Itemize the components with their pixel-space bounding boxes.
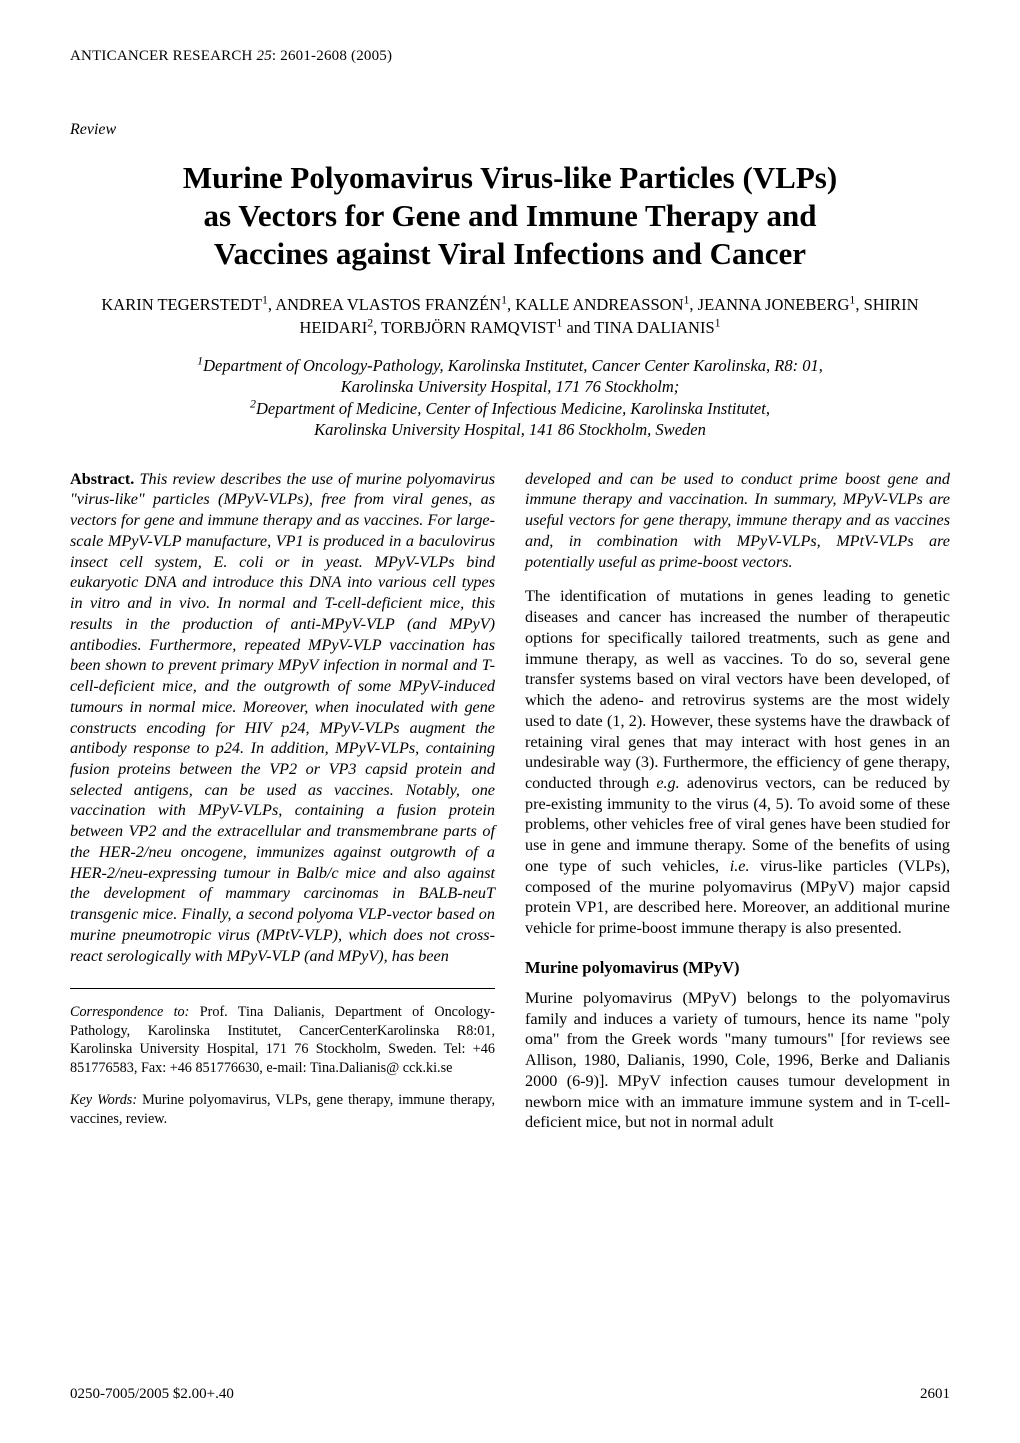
title-line-3: Vaccines against Viral Infections and Ca… xyxy=(214,236,806,271)
page: ANTICANCER RESEARCH 25: 2601-2608 (2005)… xyxy=(0,0,1020,1443)
abstract-label: Abstract. xyxy=(70,470,134,488)
footer-right: 2601 xyxy=(920,1386,950,1403)
journal-volume: 25 xyxy=(257,48,272,64)
article-title: Murine Polyomavirus Virus-like Particles… xyxy=(80,159,940,272)
journal-citation: ANTICANCER RESEARCH 25: 2601-2608 (2005) xyxy=(70,48,950,65)
keywords: Key Words: Murine polyomavirus, VLPs, ge… xyxy=(70,1091,495,1128)
right-column: developed and can be used to conduct pri… xyxy=(525,469,950,1133)
left-column: Abstract. This review describes the use … xyxy=(70,469,495,1133)
keywords-label: Key Words: xyxy=(70,1092,137,1108)
journal-pages: 2601-2608 xyxy=(280,48,347,64)
section-heading-mpyv: Murine polyomavirus (MPyV) xyxy=(525,957,950,978)
article-type: Review xyxy=(70,121,950,139)
journal-year: 2005 xyxy=(356,48,387,64)
page-footer: 0250-7005/2005 $2.00+.40 2601 xyxy=(70,1386,950,1403)
footer-left: 0250-7005/2005 $2.00+.40 xyxy=(70,1386,234,1403)
abstract-continuation: developed and can be used to conduct pri… xyxy=(525,469,950,573)
section-paragraph-mpyv: Murine polyomavirus (MPyV) belongs to th… xyxy=(525,988,950,1133)
intro-paragraph: The identification of mutations in genes… xyxy=(525,586,950,938)
body-columns: Abstract. This review describes the use … xyxy=(70,469,950,1133)
journal-name: ANTICANCER RESEARCH xyxy=(70,48,253,64)
abstract-text: This review describes the use of murine … xyxy=(70,470,495,965)
authors: KARIN TEGERSTEDT1, ANDREA VLASTOS FRANZÉ… xyxy=(90,294,930,339)
correspondence: Correspondence to: Prof. Tina Dalianis, … xyxy=(70,1003,495,1077)
abstract: Abstract. This review describes the use … xyxy=(70,469,495,967)
footnote-rule xyxy=(70,988,495,989)
title-line-2: as Vectors for Gene and Immune Therapy a… xyxy=(204,198,817,233)
correspondence-label: Correspondence to: xyxy=(70,1004,189,1020)
title-line-1: Murine Polyomavirus Virus-like Particles… xyxy=(183,160,837,195)
affiliations: 1Department of Oncology-Pathology, Karol… xyxy=(98,355,922,441)
